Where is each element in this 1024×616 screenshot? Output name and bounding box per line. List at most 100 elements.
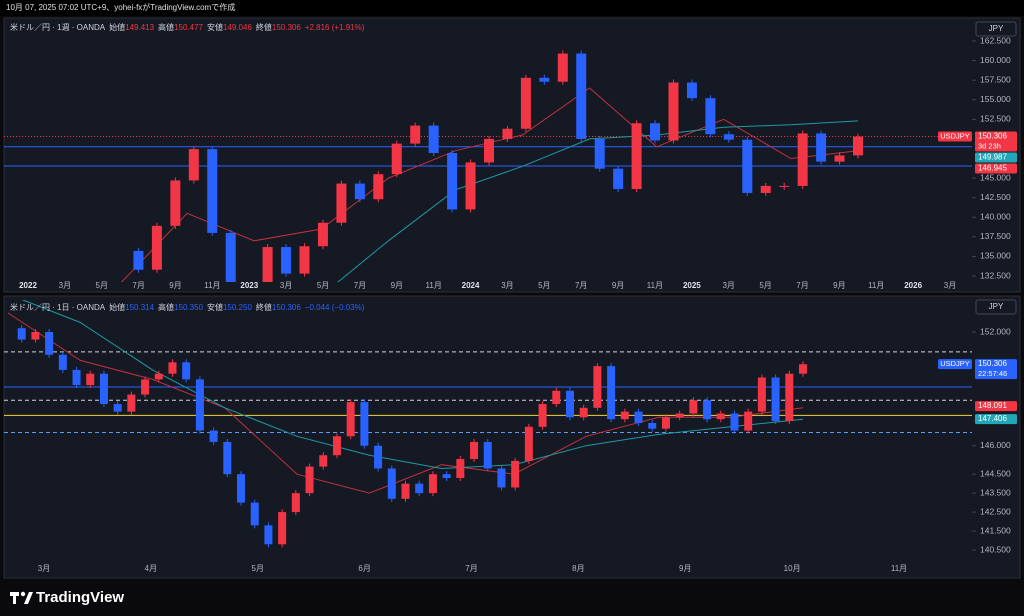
candle [620,411,629,420]
symbol-tag [938,131,972,142]
legend-part: 終値 [256,22,272,32]
x-tick-label: 5月 [96,281,108,290]
candle [785,373,794,422]
x-tick-label: 3月 [38,564,50,573]
legend-part: 150.250 [223,303,252,312]
candle [470,441,479,460]
moving-average [21,300,804,470]
x-tick-label: 9月 [391,281,403,290]
candle [576,53,587,139]
candle [757,377,766,412]
header-text: 10月 07, 2025 07:02 UTC+9、yohei-fxがTradin… [6,2,235,12]
candle [373,174,384,200]
candle [648,422,657,429]
x-tick-label: 7月 [354,281,366,290]
candle [225,232,236,282]
currency: JPY [989,302,1004,311]
x-tick-label: 3月 [501,281,513,290]
candle [113,404,122,412]
candle [99,373,108,405]
candle [483,441,492,469]
y-tick-label: 142.500 [980,506,1011,516]
candle [250,502,259,526]
candle [579,407,588,418]
x-tick-label: 5月 [759,281,771,290]
candle [281,247,292,274]
candle [317,222,328,247]
x-tick-label: 2022 [19,281,37,290]
candle [539,77,550,82]
candle [305,466,314,494]
candle [730,413,739,431]
y-tick-label: 141.500 [980,525,1011,535]
candle [415,483,424,494]
candle [374,445,383,469]
x-tick-label: 11月 [868,281,884,290]
candle [332,436,341,456]
candle [799,364,807,374]
price-tag [975,414,1017,425]
x-tick-label: 2023 [240,281,258,290]
candle [72,369,81,386]
x-tick-label: 5月 [538,281,550,290]
candle [456,459,465,478]
price-tag [975,152,1017,163]
price-tag-label: 150.306 [978,132,1007,141]
candle [834,155,845,162]
candle [797,133,808,186]
candle [237,474,246,503]
candle [223,441,232,475]
candle [410,125,421,144]
candle [705,98,716,135]
candle [668,82,679,141]
candle [520,77,531,129]
candle [723,134,734,140]
candle [31,332,40,340]
candle [209,430,218,442]
price-tag [975,163,1017,174]
panel [3,295,1021,579]
x-tick-label: 9月 [833,281,845,290]
candle [760,185,771,193]
price-tag-sub: 22:57:46 [978,369,1007,378]
candle [552,390,561,405]
x-tick-label: 11月 [426,281,442,290]
candle [360,402,369,446]
candle [151,225,162,270]
candle [401,483,410,499]
candle [689,400,698,414]
legend-part: 始値 [109,302,125,312]
candle [127,394,136,412]
moving-average [7,312,804,494]
candle [744,411,753,431]
price-tag-label: 149.987 [978,153,1007,162]
x-tick-label: 4月 [145,564,157,573]
price-tag [975,359,1017,380]
legend-part: 150.350 [174,303,203,312]
y-tick-label: 157.500 [980,74,1011,84]
y-tick-label: 152.500 [980,114,1011,124]
y-tick-label: 152.000 [980,326,1011,336]
x-tick-label: 5月 [317,281,329,290]
candle [346,402,355,437]
candle [502,128,513,139]
candle [853,136,863,156]
symbol-tag [938,359,972,370]
candle [391,143,402,175]
candle [170,180,181,226]
price-tag-label: 147.406 [978,414,1007,423]
legend-part: −0.044 (−0.03%) [305,303,365,312]
currency-box [975,299,1017,315]
x-tick-label: 11月 [647,281,663,290]
x-tick-label: 3月 [722,281,734,290]
footer [0,580,1024,616]
price-tag [975,401,1017,412]
candle [557,53,568,82]
candle [779,185,790,187]
candle [141,379,150,395]
candle [86,373,95,386]
candle [45,332,54,355]
y-tick-label: 143.500 [980,487,1011,497]
